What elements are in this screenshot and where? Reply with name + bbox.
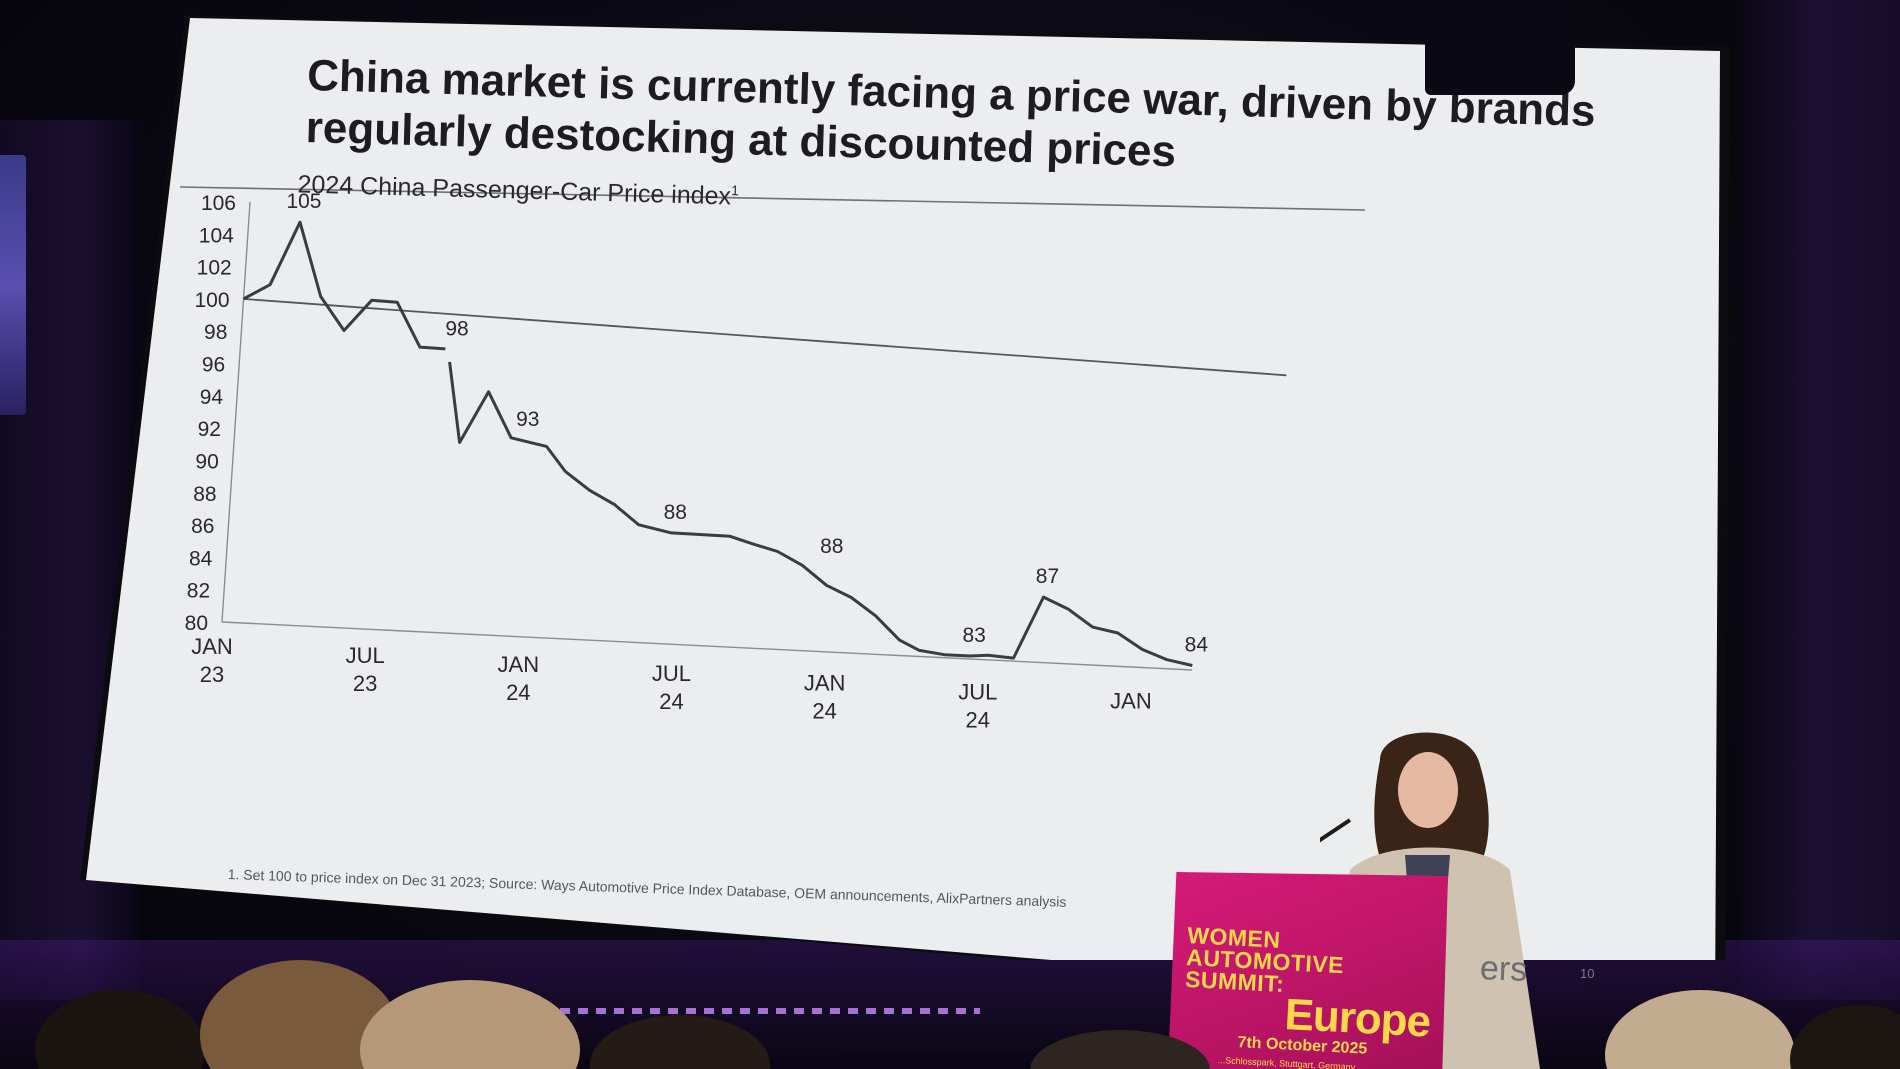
y-axis-ticks: 106 104 102 100 98 96 94 92 90 88 86 84 82 80 [185,192,236,635]
slide-background [86,18,1720,960]
y-tick-label: 80 [185,612,208,635]
series-lines [242,220,1193,667]
data-label: 88 [820,535,843,558]
footnote-mark: 1 [730,182,740,199]
projection-screen: 106 104 102 100 98 96 94 92 90 88 86 84 82 80 JAN 23 JU… [80,10,1740,960]
y-tick-label: 86 [191,515,214,538]
series-line-segment [448,361,1193,667]
y-tick-label: 94 [200,386,224,409]
x-tick-month: JUL [958,679,997,704]
x-tick-year: 24 [966,707,990,732]
ceiling-obstruction [1425,0,1575,95]
x-tick-label: JUL 24 [958,679,997,732]
x-tick-month: JUL [346,643,385,668]
x-tick-label: JAN 24 [498,652,540,705]
stage-curtain-right [1740,0,1900,1000]
x-tick-month: JAN [498,652,540,677]
stage-led-strip [560,1008,980,1014]
x-tick-label: JUL 24 [652,661,691,714]
data-label: 87 [1036,565,1059,588]
x-tick-month: JAN [804,670,846,695]
y-tick-label: 90 [195,450,218,473]
audience-heads [35,960,1900,1069]
data-label: 84 [1185,634,1209,657]
data-label: 93 [516,408,539,431]
x-axis [221,621,1193,671]
data-labels: 105 98 93 88 88 83 87 84 [286,190,1208,656]
x-tick-label: JAN 24 [804,670,846,723]
y-tick-label: 92 [198,418,221,441]
x-tick-year: 24 [506,680,530,705]
y-axis [221,201,251,623]
x-tick-year: 23 [353,671,377,696]
y-tick-label: 84 [189,547,213,570]
y-tick-label: 100 [194,289,229,312]
data-label: 105 [286,190,321,213]
side-screen-edge [0,155,26,415]
x-tick-year: 24 [812,698,836,723]
x-tick-label: JAN 23 [191,634,233,687]
x-tick-month: JUL [652,661,691,686]
x-tick-year: 23 [200,662,224,687]
x-tick-label: JUL 23 [346,643,385,696]
x-tick-label: JAN [1110,688,1152,713]
x-tick-month: JAN [191,634,233,659]
y-tick-label: 106 [201,192,236,215]
chart-top-rule [179,186,1366,211]
y-tick-label: 102 [197,257,232,280]
podium: WOMEN AUTOMOTIVE SUMMIT: Europe 7th Octobe… [1168,872,1448,1069]
page-number: 10 [1580,966,1595,981]
x-axis-ticks: JAN 23 JUL 23 JAN 24 JUL 24 JAN 24 JUL 24 JAN [191,634,1152,732]
reference-line-100 [243,298,1287,377]
data-label: 83 [962,624,985,647]
y-tick-label: 96 [202,354,225,377]
y-tick-label: 88 [193,483,216,506]
x-tick-year: 24 [659,689,683,714]
data-label: 88 [664,501,687,524]
y-tick-label: 98 [204,321,227,344]
y-tick-label: 104 [199,224,234,247]
series-line-segment [242,220,446,351]
data-label: 98 [445,317,468,340]
y-tick-label: 82 [187,580,210,603]
x-tick-month: JAN [1110,688,1152,713]
